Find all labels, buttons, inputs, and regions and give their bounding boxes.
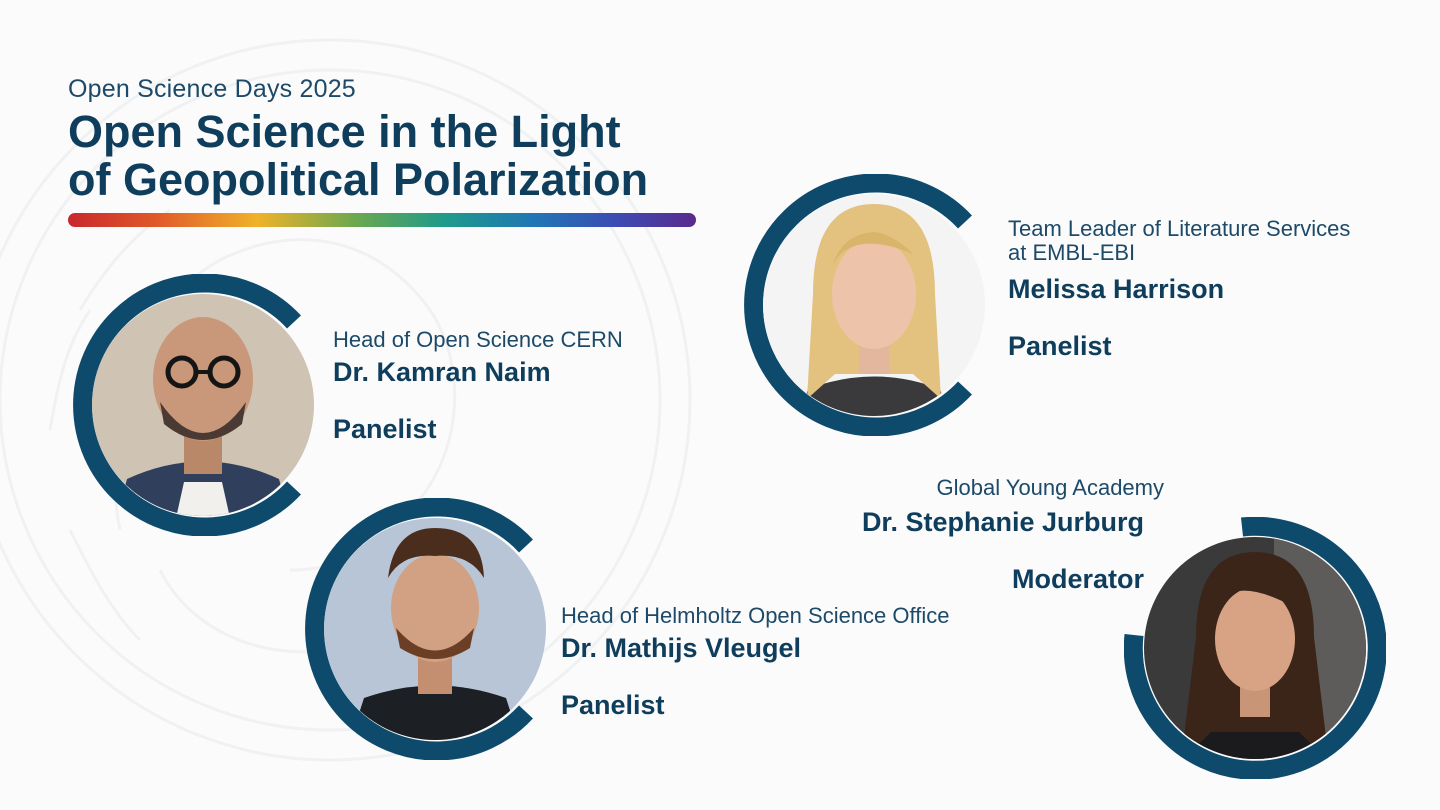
speaker-mathijs-vleugel: Head of Helmholtz Open Science Office Dr…: [561, 603, 950, 721]
speaker-function: Panelist: [333, 414, 437, 444]
speaker-role-line-1: Team Leader of Literature Services: [1008, 216, 1351, 241]
event-title: Open Science in the Light of Geopolitica…: [68, 108, 648, 204]
speaker-name: Dr. Kamran Naim: [333, 357, 551, 387]
speaker-role: Head of Open Science CERN: [333, 327, 623, 352]
portrait-kamran-naim: [72, 274, 334, 536]
speaker-role: Head of Helmholtz Open Science Office: [561, 603, 950, 628]
speaker-name: Dr. Mathijs Vleugel: [561, 633, 802, 663]
speaker-function: Moderator: [1011, 564, 1144, 594]
speaker-melissa-harrison: Team Leader of Literature Services at EM…: [1008, 216, 1351, 362]
rainbow-divider: [68, 213, 696, 227]
speaker-function: Panelist: [561, 690, 665, 720]
speaker-name: Melissa Harrison: [1008, 274, 1225, 304]
title-line-1: Open Science in the Light: [68, 106, 621, 157]
portrait-stephanie-jurburg: [1124, 517, 1386, 779]
speaker-role-line-2: at EMBL-EBI: [1008, 240, 1136, 265]
speaker-name: Dr. Stephanie Jurburg: [861, 507, 1144, 537]
event-series: Open Science Days 2025: [68, 75, 356, 103]
speaker-kamran-naim: Head of Open Science CERN Dr. Kamran Nai…: [333, 327, 623, 445]
speaker-role: Global Young Academy: [936, 475, 1164, 500]
speaker-function: Panelist: [1008, 331, 1112, 361]
title-line-2: of Geopolitical Polarization: [68, 154, 649, 205]
portrait-melissa-harrison: [743, 174, 1005, 436]
portrait-mathijs-vleugel: [304, 498, 566, 760]
speaker-stephanie-jurburg: Global Young Academy Dr. Stephanie Jurbu…: [861, 476, 1164, 595]
